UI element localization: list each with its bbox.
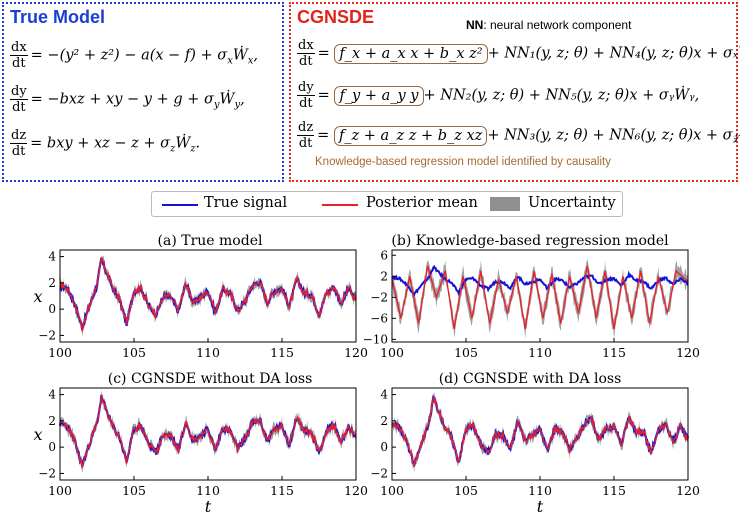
y-tick-label-2-4: 4 — [48, 388, 56, 402]
y-tick-label-1--6: −6 — [370, 311, 388, 325]
y-tick-label-1--2: −2 — [370, 290, 388, 304]
x-tick-label-2-120: 120 — [344, 483, 368, 498]
y-tick-label-1-2: 2 — [380, 269, 388, 283]
knowledge-term-y: f_y + a_y y — [334, 85, 424, 106]
x-tick-label-1-115: 115 — [602, 345, 626, 360]
x-tick-label-2-105: 105 — [122, 483, 146, 498]
y-axis-label-2: x — [33, 425, 42, 444]
knowledge-caption: Knowledge-based regression model identif… — [315, 156, 611, 168]
true-eq-y: dy dt = −bxz + xy − y + g + σyẆy, — [10, 84, 245, 115]
y-tick-label-3-4: 4 — [380, 388, 388, 402]
x-tick-label-0-100: 100 — [48, 345, 72, 360]
posterior-mean-line-3 — [391, 396, 689, 467]
posterior-mean-line-1 — [391, 265, 689, 330]
y-tick-label-2--2: −2 — [38, 466, 56, 480]
x-tick-label-3-105: 105 — [454, 483, 478, 498]
y-tick-label-1-6: 6 — [380, 248, 388, 262]
legend-uncertainty-label: Uncertainty — [528, 195, 616, 211]
x-tick-label-1-120: 120 — [676, 345, 700, 360]
panel-a-title: (a) True model — [157, 233, 263, 249]
y-tick-label-2-0: 0 — [48, 440, 56, 454]
cgnsde-panel: CGNSDE NN: neural network component dx dt… — [289, 2, 740, 182]
y-tick-label-3-0: 0 — [380, 440, 388, 454]
legend-true-label: True signal — [204, 195, 288, 211]
true-model-panel: True Model dx dt = −(y² + z²) − a(x − f) +… — [2, 2, 284, 182]
x-tick-label-0-120: 120 — [344, 345, 368, 360]
legend-uncertainty-swatch — [490, 197, 520, 211]
cg-eq-y: dy dt = f_y + a_y y + NN₂(y, z; θ) + NN₅(y,… — [297, 80, 700, 111]
legend-posterior-label: Posterior mean — [366, 195, 478, 211]
x-tick-label-0-115: 115 — [270, 345, 294, 360]
x-tick-label-3-115: 115 — [602, 483, 626, 498]
y-axis-label-0: x — [33, 287, 42, 306]
posterior-mean-line-0 — [59, 256, 357, 332]
y-tick-label-0--2: −2 — [38, 328, 56, 342]
x-tick-label-3-120: 120 — [676, 483, 700, 498]
y-tick-label-2-2: 2 — [48, 414, 56, 428]
knowledge-term-z: f_z + a_z z + b_z xz — [333, 125, 488, 146]
x-tick-label-3-100: 100 — [380, 483, 404, 498]
x-tick-label-1-105: 105 — [454, 345, 478, 360]
x-tick-label-1-110: 110 — [528, 345, 552, 360]
x-axis-label-2: t — [205, 497, 212, 516]
panel-c-title: (c) CGNSDE without DA loss — [107, 371, 313, 387]
y-tick-label-0-0: 0 — [48, 302, 56, 316]
posterior-mean-line-2 — [59, 395, 357, 468]
true-eq-z: dz dt = bxy + xz − z + σzẆz. — [10, 128, 201, 159]
y-tick-label-1--10: −10 — [363, 332, 388, 346]
x-tick-label-1-100: 100 — [380, 345, 404, 360]
true-model-title: True Model — [10, 7, 106, 27]
knowledge-term-x: f_x + a_x x + b_x z² — [334, 43, 488, 64]
x-tick-label-0-110: 110 — [196, 345, 220, 360]
y-tick-label-0-2: 2 — [48, 276, 56, 290]
x-tick-label-2-100: 100 — [48, 483, 72, 498]
x-tick-label-2-115: 115 — [270, 483, 294, 498]
x-axis-label-3: t — [537, 497, 544, 516]
y-tick-label-3--2: −2 — [370, 466, 388, 480]
cg-eq-x: dx dt = f_x + a_x x + b_x z² + NN₁(y, z; θ)… — [297, 38, 740, 69]
x-tick-label-0-105: 105 — [122, 345, 146, 360]
legend-posterior-swatch — [322, 204, 358, 206]
true-eq-x: dx dt = −(y² + z²) − a(x − f) + σxẆx, — [10, 40, 259, 71]
panel-b-title: (b) Knowledge-based regression model — [391, 233, 669, 249]
panel-d-title: (d) CGNSDE with DA loss — [438, 371, 622, 387]
y-tick-label-3-2: 2 — [380, 414, 388, 428]
y-tick-label-0-4: 4 — [48, 250, 56, 264]
legend-true-swatch — [162, 204, 198, 206]
x-tick-label-3-110: 110 — [528, 483, 552, 498]
cgnsde-title: CGNSDE — [297, 7, 375, 27]
cg-eq-z: dz dt = f_z + a_z z + b_z xz + NN₃(y, z; θ)… — [297, 120, 740, 151]
nn-note: NN: neural network component — [466, 18, 632, 32]
chart-legend: True signal Posterior mean Uncertainty — [151, 191, 623, 217]
x-tick-label-2-110: 110 — [196, 483, 220, 498]
